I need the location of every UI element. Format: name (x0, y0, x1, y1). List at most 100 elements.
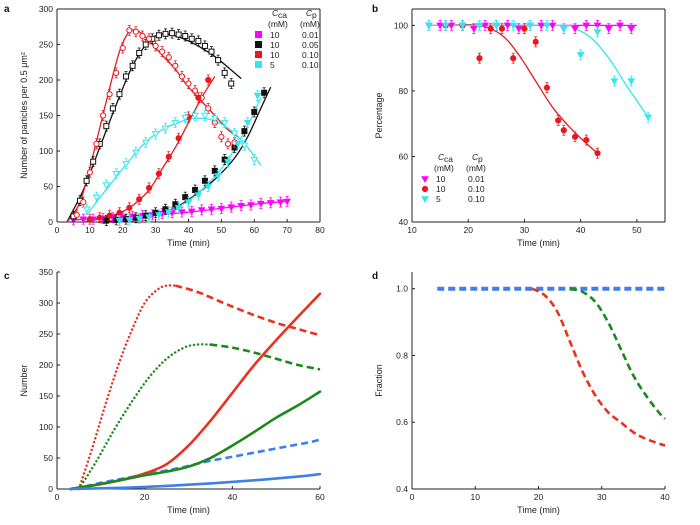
series-line (174, 284, 321, 337)
data-point (155, 212, 163, 219)
data-point (571, 133, 579, 140)
panel-d-letter: d (372, 271, 378, 282)
x-tick-label: 40 (228, 492, 238, 502)
data-point (487, 25, 494, 32)
y-tick-label: 200 (39, 360, 53, 370)
legend-header-left-sub: ca (444, 154, 453, 164)
data-point (441, 22, 450, 30)
data-point (169, 30, 176, 37)
data-point (132, 28, 139, 35)
data-point (182, 32, 189, 39)
legend-value-left: 10 (436, 184, 446, 194)
x-tick-label: 40 (184, 225, 194, 235)
y-tick-label: 100 (39, 146, 53, 156)
data-point (73, 211, 80, 218)
data-point (425, 22, 433, 30)
y-tick-label: 100 (39, 422, 53, 432)
series-line (210, 343, 321, 371)
data-point (132, 149, 140, 157)
data-point (207, 206, 216, 214)
data-point (103, 217, 110, 224)
panel-b-letter: b (372, 4, 378, 15)
x-axis-title: Time (min) (517, 505, 560, 515)
data-point (192, 187, 199, 194)
data-point (181, 114, 190, 122)
data-point (217, 205, 226, 213)
data-point (142, 41, 149, 48)
data-point (543, 84, 551, 91)
data-point (627, 25, 636, 33)
data-point (139, 32, 146, 40)
data-point (171, 119, 180, 127)
data-point (211, 167, 218, 174)
data-point (184, 199, 193, 207)
x-tick-label: 40 (660, 492, 670, 502)
data-point (559, 25, 568, 33)
fit-line (445, 24, 598, 154)
x-tick-label: 30 (597, 492, 607, 502)
legend-value-right: 0.10 (468, 194, 485, 204)
legend-unit-right: (mM) (300, 19, 320, 29)
x-tick-label: 20 (463, 225, 473, 235)
data-point (145, 35, 153, 42)
y-tick-label: 0.6 (396, 417, 408, 427)
x-axis-title: Time (min) (517, 238, 560, 248)
data-point (582, 22, 591, 30)
data-point (80, 199, 87, 206)
legend-header-left-sub: ca (278, 10, 287, 20)
data-point (240, 142, 249, 150)
data-point (214, 173, 222, 180)
panel-b: b 10 20 30 40 50 40 60 80 100 Time (min) Percentag… (372, 4, 666, 248)
legend-header-left: C (272, 8, 279, 18)
legend-value-right: 0.10 (302, 60, 319, 70)
legend-unit-right: (mM) (466, 163, 486, 173)
data-point (201, 112, 209, 120)
y-tick-label: 300 (39, 4, 53, 14)
x-tick-label: 0 (410, 492, 415, 502)
data-point (86, 169, 93, 176)
y-tick-label: 40 (399, 217, 409, 227)
y-tick-label: 60 (399, 151, 409, 161)
data-point (594, 150, 601, 157)
data-point (233, 141, 242, 148)
data-point (109, 105, 116, 112)
data-point (102, 182, 111, 190)
series-line (531, 287, 666, 447)
y-axis-title: Number (19, 364, 29, 396)
panel-a-letter: a (4, 4, 10, 15)
data-point (182, 194, 189, 201)
data-point (205, 105, 212, 112)
data-point (266, 200, 275, 207)
data-point (447, 22, 456, 30)
legend-value-left: 10 (436, 174, 446, 184)
data-point (208, 48, 215, 55)
y-tick-label: 100 (394, 20, 408, 30)
data-point (165, 153, 172, 160)
data-point (204, 183, 213, 191)
data-point (178, 209, 186, 217)
y-tick-label: 250 (39, 329, 53, 339)
fit-line (83, 76, 216, 223)
data-point (191, 112, 199, 120)
legend-value-left: 10 (270, 40, 280, 50)
x-tick-label: 50 (632, 225, 642, 235)
legend-value-left: 5 (436, 194, 441, 204)
legend-swatch (255, 31, 262, 38)
x-axis-title: Time (min) (167, 238, 210, 248)
data-point (476, 55, 483, 62)
data-point (526, 22, 534, 30)
series-line (77, 343, 212, 491)
data-point (509, 22, 518, 30)
data-point (136, 196, 143, 203)
data-point (187, 208, 196, 216)
legend-value-left: 10 (270, 30, 280, 40)
data-point (205, 76, 212, 84)
data-point (481, 22, 489, 30)
data-point (141, 139, 150, 147)
x-tick-label: 0 (55, 492, 60, 502)
fit-line (428, 24, 649, 118)
x-tick-label: 60 (315, 492, 325, 502)
data-point (195, 37, 202, 44)
data-point (458, 22, 467, 30)
data-point (498, 25, 506, 32)
